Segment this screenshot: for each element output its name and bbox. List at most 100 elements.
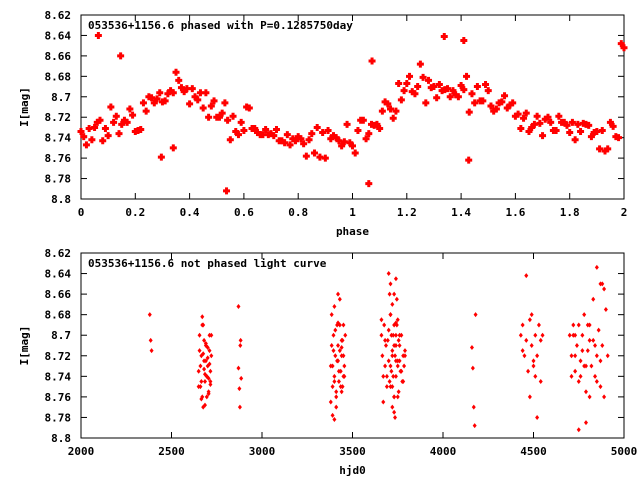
phased-data-point: [620, 44, 628, 52]
unphased-data-point: [538, 378, 543, 384]
unphased-data-point: [203, 358, 208, 364]
unphased-data-point: [337, 296, 342, 302]
unphased-data-point: [585, 348, 590, 354]
unphased-data-point: [204, 394, 209, 400]
unphased-data-point: [331, 348, 336, 354]
phased-data-point: [517, 124, 525, 132]
phased-data-point: [506, 101, 514, 109]
phased-data-point: [349, 142, 356, 150]
phased-data-point: [378, 107, 386, 115]
phased-data-point: [161, 97, 169, 105]
y-axis-label: I[mag]: [18, 87, 31, 127]
phased-data-point: [267, 130, 275, 138]
phased-data-point: [80, 133, 88, 141]
unphased-data-point: [396, 337, 401, 343]
unphased-data-point: [529, 343, 534, 348]
unphased-data-point: [392, 394, 397, 400]
y-tick-label: 8.68: [45, 309, 72, 322]
phased-data-point: [199, 104, 207, 112]
unphased-data-point: [531, 358, 536, 364]
unphased-data-point: [394, 296, 399, 302]
unphased-data-point: [531, 363, 536, 369]
unphased-data-point: [392, 409, 397, 415]
y-tick-label: 8.7: [51, 91, 71, 104]
phased-data-point: [408, 88, 416, 96]
phased-data-point: [568, 118, 576, 126]
phased-data-point: [593, 128, 601, 136]
unphased-data-point: [471, 404, 476, 410]
unphased-data-point: [239, 375, 244, 381]
unphased-data-point: [202, 402, 207, 408]
chart-title: 053536+1156.6 phased with P=0.1285750day: [88, 19, 353, 32]
phased-data-point: [596, 145, 604, 153]
unphased-data-point: [576, 322, 581, 328]
phased-data-point: [291, 137, 299, 145]
unphased-data-point: [580, 348, 585, 354]
unphased-data-point: [196, 384, 201, 390]
unphased-data-point: [390, 348, 395, 354]
unphased-data-point: [583, 420, 588, 426]
unphased-data-point: [332, 303, 337, 309]
phased-data-point: [484, 87, 492, 95]
phased-data-point: [419, 73, 427, 81]
x-tick-label: 3000: [249, 445, 276, 458]
phased-data-point: [207, 102, 215, 110]
unphased-data-point: [238, 337, 243, 343]
y-tick-label: 8.62: [45, 247, 72, 260]
unphased-data-point: [202, 337, 207, 343]
phased-data-point: [617, 40, 625, 48]
phased-data-point: [123, 118, 131, 126]
unphased-data-point: [386, 358, 391, 364]
unphased-data-point: [384, 373, 389, 379]
phased-data-point: [362, 135, 370, 143]
unphased-data-point: [390, 404, 395, 410]
phased-data-point: [294, 133, 302, 141]
unphased-data-point: [336, 378, 341, 384]
phased-data-point: [186, 100, 194, 108]
phased-data-point: [94, 31, 102, 39]
phased-data-point: [96, 116, 104, 124]
phased-data-point: [272, 125, 280, 133]
unphased-data-point: [333, 327, 338, 333]
phased-data-point: [183, 85, 191, 93]
phased-data-point: [457, 82, 465, 90]
unphased-data-point: [343, 332, 348, 338]
unphased-data-point: [591, 337, 596, 343]
phased-data-point: [397, 96, 405, 104]
phased-data-point: [321, 154, 329, 162]
unphased-data-point: [536, 322, 541, 328]
unphased-data-point: [329, 312, 334, 318]
phased-data-point: [555, 112, 563, 120]
unphased-data-point: [202, 378, 207, 384]
unphased-data-point: [533, 332, 538, 338]
phased-data-point: [300, 140, 308, 148]
unphased-data-point: [533, 373, 538, 379]
unphased-data-point: [208, 368, 213, 374]
phased-data-point: [319, 129, 327, 137]
phased-data-point: [180, 88, 188, 96]
unphased-data-point: [392, 291, 397, 297]
phased-data-point: [498, 98, 506, 106]
phased-data-point: [395, 79, 403, 87]
phased-data-point: [465, 156, 473, 164]
x-tick-label: 3500: [339, 445, 366, 458]
x-tick-label: 5000: [611, 445, 638, 458]
x-tick-label: 4000: [430, 445, 457, 458]
unphased-data-point: [402, 353, 407, 359]
phased-data-point: [574, 120, 582, 128]
phased-data-point: [262, 125, 270, 133]
unphased-data-point: [339, 353, 344, 359]
x-axis-label: hjd0: [339, 464, 366, 477]
unphased-data-point: [393, 332, 398, 338]
phased-data-point: [327, 135, 335, 143]
phased-data-point: [289, 135, 297, 143]
phased-data-point: [150, 99, 158, 107]
phased-data-point: [468, 90, 476, 98]
phased-data-point: [91, 123, 99, 131]
unphased-data-point: [387, 378, 392, 384]
phased-data-point: [142, 107, 150, 115]
unphased-data-point: [540, 332, 545, 338]
unphased-data-point: [330, 384, 335, 390]
unphased-data-point: [336, 291, 341, 297]
phased-data-point: [343, 120, 351, 128]
